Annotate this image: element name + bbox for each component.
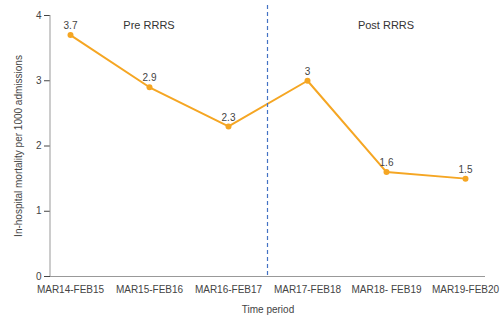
svg-text:4: 4 — [36, 10, 42, 21]
svg-text:Time period: Time period — [242, 304, 294, 315]
svg-text:3: 3 — [305, 66, 311, 77]
svg-text:1.6: 1.6 — [380, 157, 394, 168]
svg-text:MAR16-FEB17: MAR16-FEB17 — [195, 284, 263, 295]
svg-text:Post RRRS: Post RRRS — [358, 19, 414, 31]
svg-text:2: 2 — [36, 140, 42, 151]
svg-text:Pre RRRS: Pre RRRS — [123, 19, 174, 31]
svg-text:3.7: 3.7 — [64, 20, 78, 31]
svg-text:MAR14-FEB15: MAR14-FEB15 — [37, 284, 105, 295]
svg-text:2.9: 2.9 — [143, 72, 157, 83]
svg-text:1: 1 — [36, 205, 42, 216]
svg-text:2.3: 2.3 — [222, 112, 236, 123]
svg-text:In-hospital mortality per 1000: In-hospital mortality per 1000 admission… — [13, 55, 24, 237]
svg-text:MAR18- FEB19: MAR18- FEB19 — [351, 284, 421, 295]
svg-text:0: 0 — [36, 271, 42, 282]
svg-text:1.5: 1.5 — [459, 164, 473, 175]
svg-text:MAR17-FEB18: MAR17-FEB18 — [274, 284, 342, 295]
svg-text:3: 3 — [36, 75, 42, 86]
svg-text:MAR15-FEB16: MAR15-FEB16 — [116, 284, 184, 295]
svg-text:MAR19-FEB20: MAR19-FEB20 — [432, 284, 500, 295]
